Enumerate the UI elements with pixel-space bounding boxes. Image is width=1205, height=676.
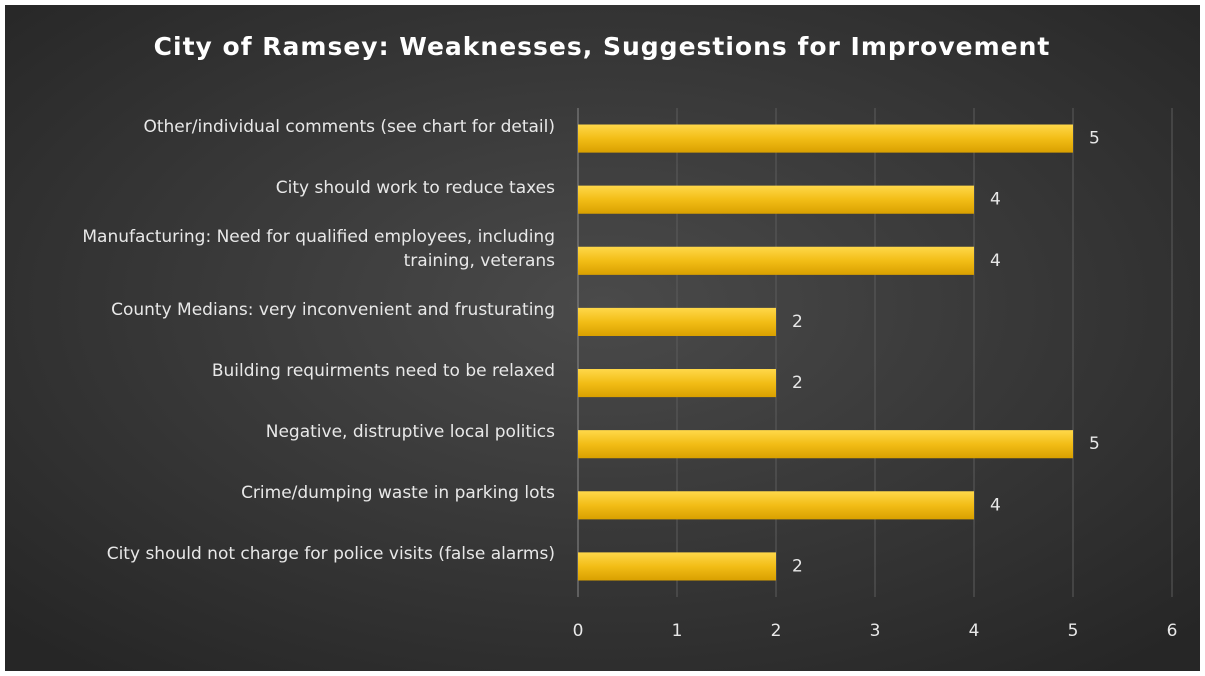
data-label: 5 xyxy=(1089,129,1100,149)
category-label: Building requirments need to be relaxed xyxy=(211,361,555,382)
data-label: 2 xyxy=(792,556,803,576)
x-tick-label: 2 xyxy=(771,621,782,641)
x-tick-label: 5 xyxy=(1068,621,1079,641)
category-label: City should not charge for police visits… xyxy=(106,544,555,565)
x-tick-label: 6 xyxy=(1167,621,1178,641)
data-label: 4 xyxy=(990,190,1001,210)
bar xyxy=(578,369,776,398)
bar xyxy=(578,307,776,336)
data-label: 2 xyxy=(792,373,803,393)
bar xyxy=(578,430,1073,459)
bar xyxy=(578,552,776,581)
x-tick-label: 1 xyxy=(672,621,683,641)
category-label: County Medians: very inconvenient and fr… xyxy=(111,299,555,320)
chart-title: City of Ramsey: Weaknesses, Suggestions … xyxy=(154,32,1051,61)
category-label: Manufacturing: Need for qualified employ… xyxy=(82,226,555,271)
bar xyxy=(578,246,974,275)
category-label: Negative, distruptive local politics xyxy=(265,422,555,443)
category-label: Other/individual comments (see chart for… xyxy=(143,116,555,137)
data-label: 5 xyxy=(1089,434,1100,454)
x-tick-label: 0 xyxy=(573,621,584,641)
x-tick-label: 3 xyxy=(870,621,881,641)
data-label: 4 xyxy=(990,495,1001,515)
bar xyxy=(578,491,974,520)
category-label: City should work to reduce taxes xyxy=(275,177,555,198)
data-label: 4 xyxy=(990,251,1001,271)
x-tick-label: 4 xyxy=(969,621,980,641)
data-label: 2 xyxy=(792,312,803,332)
bar xyxy=(578,185,974,214)
category-label: Crime/dumping waste in parking lots xyxy=(241,483,555,504)
bar xyxy=(578,124,1073,153)
